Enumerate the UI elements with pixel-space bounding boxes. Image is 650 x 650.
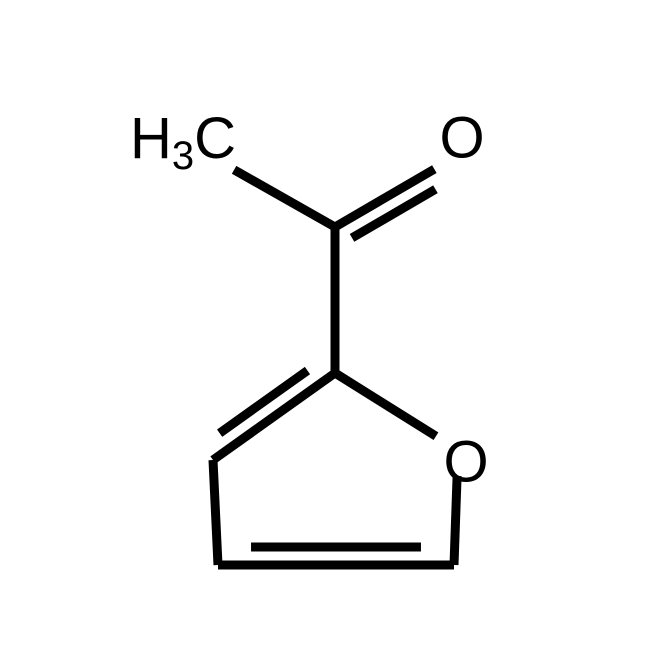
atom-label-oxygen: O — [439, 106, 484, 171]
bond — [335, 373, 436, 436]
bond — [213, 373, 335, 460]
atom-label-methyl: H3C — [130, 106, 236, 179]
atom-label-oxygen: O — [443, 430, 488, 495]
bond — [213, 460, 218, 565]
bond — [234, 170, 335, 227]
chemical-structure-diagram: O O H3C — [0, 0, 650, 650]
